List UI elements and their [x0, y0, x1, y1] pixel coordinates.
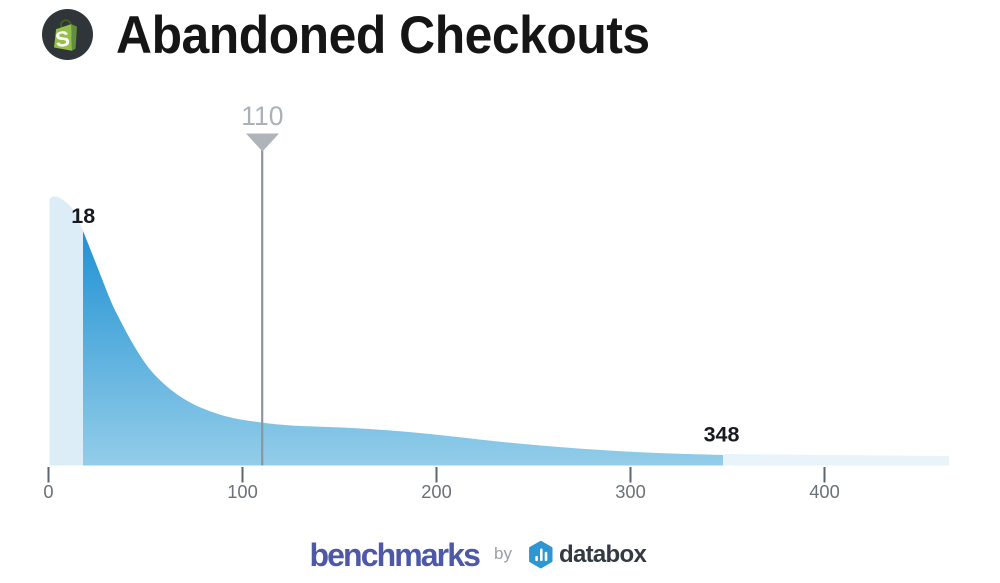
svg-text:110: 110	[241, 101, 283, 131]
svg-text:S: S	[54, 26, 71, 52]
svg-text:348: 348	[704, 422, 740, 446]
svg-text:18: 18	[71, 204, 95, 228]
svg-text:100: 100	[227, 481, 258, 502]
svg-text:300: 300	[615, 481, 646, 502]
svg-text:0: 0	[43, 481, 53, 502]
svg-text:200: 200	[421, 481, 452, 502]
svg-text:400: 400	[809, 481, 840, 502]
